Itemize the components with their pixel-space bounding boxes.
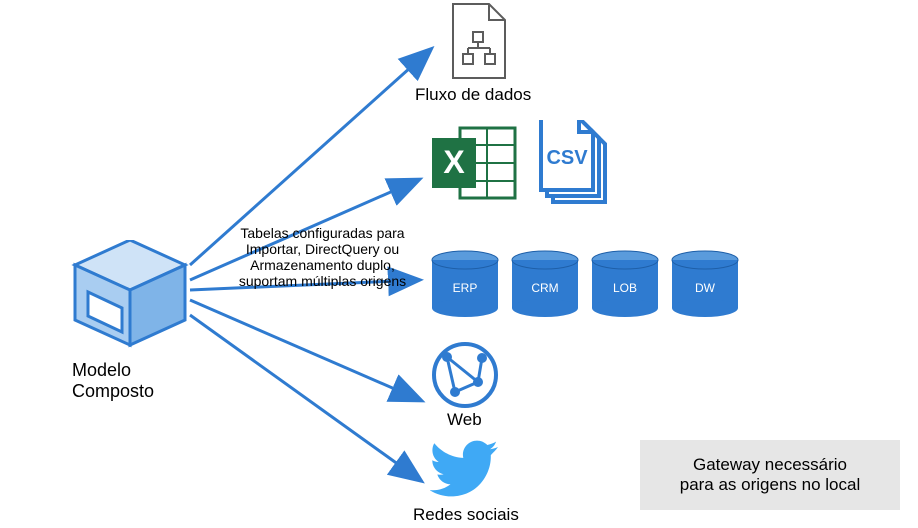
gateway-note: Gateway necessário para as origens no lo… xyxy=(640,440,900,510)
database-icon: CRM xyxy=(510,250,580,323)
social-icon xyxy=(430,440,500,505)
dataflow-label: Fluxo de dados xyxy=(415,85,531,105)
center-description: Tabelas configuradas para Importar, Dire… xyxy=(230,225,415,289)
svg-text:DW: DW xyxy=(695,281,716,295)
files-icon: X CSV xyxy=(430,120,620,215)
database-icon: LOB xyxy=(590,250,660,323)
svg-text:ERP: ERP xyxy=(453,281,478,295)
model-composite-label: Modelo Composto xyxy=(72,360,154,402)
svg-text:CRM: CRM xyxy=(531,281,558,295)
database-icon: DW xyxy=(670,250,740,323)
svg-text:X: X xyxy=(443,144,465,180)
svg-text:CSV: CSV xyxy=(546,147,588,169)
svg-text:LOB: LOB xyxy=(613,281,637,295)
web-icon xyxy=(430,340,500,415)
database-icon: ERP xyxy=(430,250,500,323)
social-label: Redes sociais xyxy=(413,505,519,525)
web-label: Web xyxy=(447,410,482,430)
dataflow-icon xyxy=(445,2,515,87)
model-composite-icon xyxy=(70,240,190,355)
